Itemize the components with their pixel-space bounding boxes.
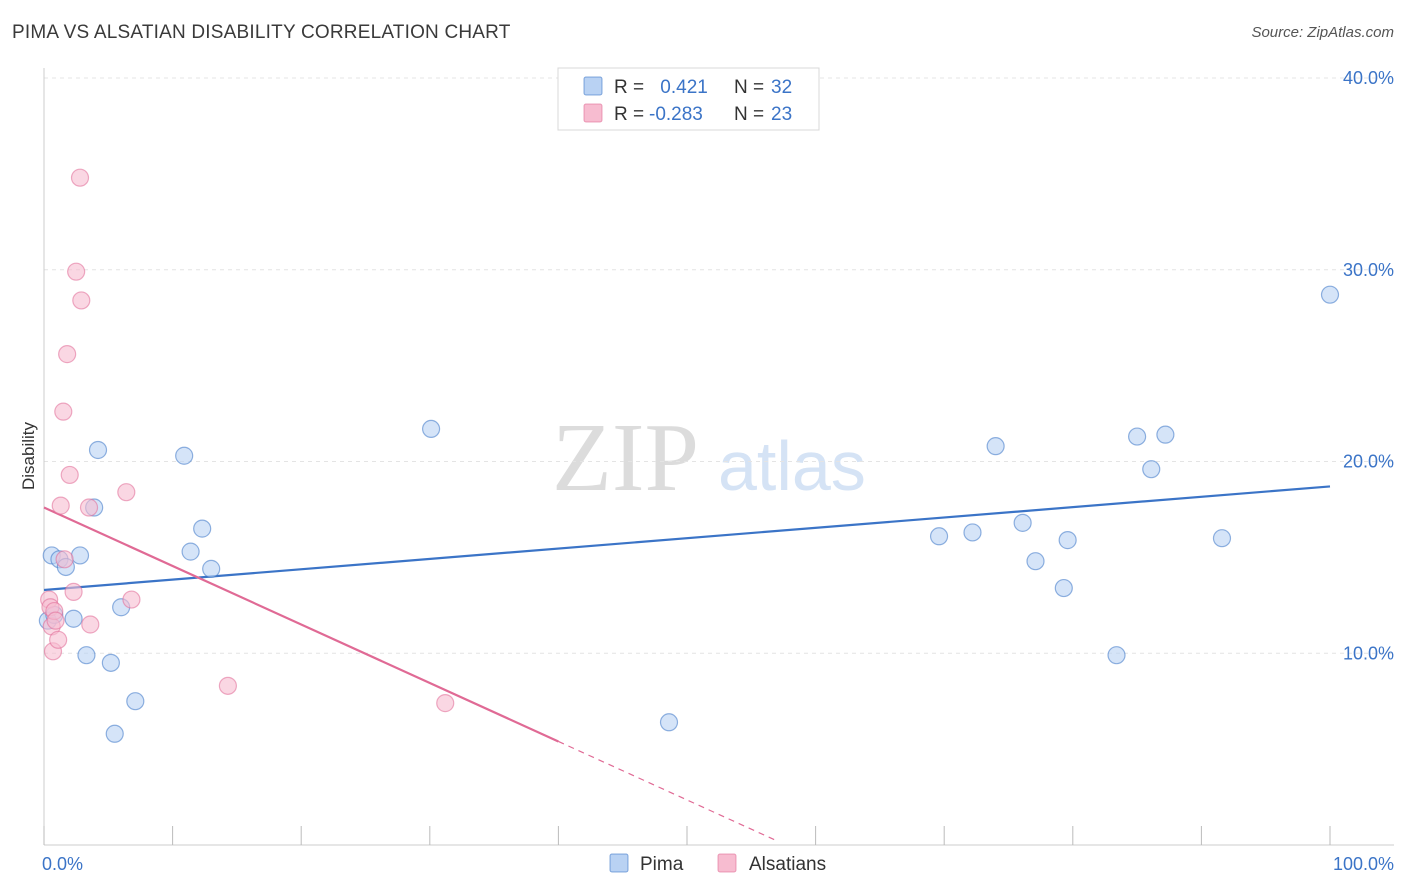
trend-line-alsatians <box>43 506 559 743</box>
chart-source: Source: ZipAtlas.com <box>1251 24 1394 41</box>
data-point-alsatians <box>218 676 237 695</box>
data-point-alsatians <box>51 496 70 515</box>
data-point-pima <box>64 609 83 628</box>
x-tick-label: 100.0% <box>1333 854 1394 874</box>
x-tick-labels: 0.0% 100.0% <box>42 854 1394 874</box>
data-point-alsatians <box>64 582 83 601</box>
data-point-alsatians <box>72 291 91 310</box>
chart-title: PIMA VS ALSATIAN DISABILITY CORRELATION … <box>12 22 511 43</box>
data-point-pima <box>1142 460 1161 479</box>
legend-n-value-alsatians: 23 <box>771 104 792 125</box>
bottom-legend-label-alsatians: Alsatians <box>749 854 826 875</box>
bottom-legend-label-pima: Pima <box>640 854 684 875</box>
data-point-alsatians <box>436 694 455 713</box>
data-point-pima <box>105 724 124 743</box>
data-point-pima <box>70 546 90 565</box>
legend-r-label-alsatians: R = <box>614 104 644 125</box>
bottom-legend-swatch-alsatians <box>717 853 737 873</box>
x-tick-label: 0.0% <box>42 854 83 874</box>
data-point-pima <box>1026 552 1045 571</box>
y-tick-label: 40.0% <box>1343 68 1394 88</box>
y-tick-label: 30.0% <box>1343 260 1394 280</box>
legend-r-value-pima: 0.421 <box>655 77 708 98</box>
legend-swatch-alsatians <box>583 103 603 123</box>
data-point-pima <box>986 437 1005 456</box>
data-point-alsatians <box>122 590 141 609</box>
gridlines <box>44 77 1394 654</box>
legend-n-label-alsatians: N = <box>734 104 764 125</box>
bottom-legend-swatch-pima <box>609 853 629 873</box>
trend-line-pima <box>43 485 1331 592</box>
data-point-pima <box>175 446 194 465</box>
data-point-alsatians <box>81 615 100 634</box>
data-point-pima <box>1320 285 1340 304</box>
watermark-atlas: atlas <box>718 427 866 505</box>
data-point-pima <box>1107 646 1126 665</box>
data-point-alsatians <box>70 168 90 187</box>
data-point-alsatians <box>67 262 86 281</box>
trend-line-extension-alsatians <box>558 740 778 842</box>
data-point-pima <box>1156 425 1175 444</box>
data-point-pima <box>77 646 96 665</box>
data-points <box>38 168 1340 743</box>
data-point-pima <box>101 653 120 672</box>
data-point-pima <box>88 440 108 460</box>
data-point-alsatians <box>60 465 79 485</box>
data-point-pima <box>659 713 679 732</box>
data-point-pima <box>181 542 200 561</box>
data-point-alsatians <box>54 402 73 421</box>
watermark-zip: ZIP <box>552 404 699 512</box>
y-tick-label: 10.0% <box>1343 643 1394 663</box>
axes <box>43 68 1394 846</box>
data-point-pima <box>963 523 982 542</box>
data-point-pima <box>929 527 949 546</box>
data-point-pima <box>193 519 212 538</box>
legend-box: R = 0.421 N = 32 R = -0.283 N = 23 <box>557 67 820 131</box>
data-point-pima <box>202 559 221 578</box>
data-point-alsatians <box>55 550 74 569</box>
data-point-alsatians <box>117 483 136 502</box>
y-axis-label: Disability <box>19 421 38 490</box>
data-point-pima <box>1127 427 1147 446</box>
legend-n-value-pima: 32 <box>771 77 792 98</box>
legend-r-label-pima: R = <box>614 77 644 98</box>
data-point-pima <box>1054 578 1073 598</box>
data-point-alsatians <box>79 498 99 517</box>
data-point-pima <box>126 692 145 711</box>
trend-lines <box>43 485 1331 842</box>
y-tick-labels: 10.0% 20.0% 30.0% 40.0% <box>1343 68 1394 663</box>
legend-r-value-alsatians: -0.283 <box>649 104 703 125</box>
data-point-alsatians <box>46 611 65 630</box>
legend-swatch-pima <box>583 76 603 96</box>
legend-n-label-pima: N = <box>734 77 764 98</box>
data-point-pima <box>1212 529 1232 548</box>
data-point-pima <box>1013 513 1032 532</box>
data-point-alsatians <box>49 630 68 649</box>
data-point-pima <box>1058 531 1077 550</box>
data-point-alsatians <box>58 345 77 364</box>
y-tick-label: 20.0% <box>1343 452 1394 472</box>
data-point-pima <box>421 419 441 439</box>
bottom-legend: Pima Alsatians <box>609 853 826 875</box>
